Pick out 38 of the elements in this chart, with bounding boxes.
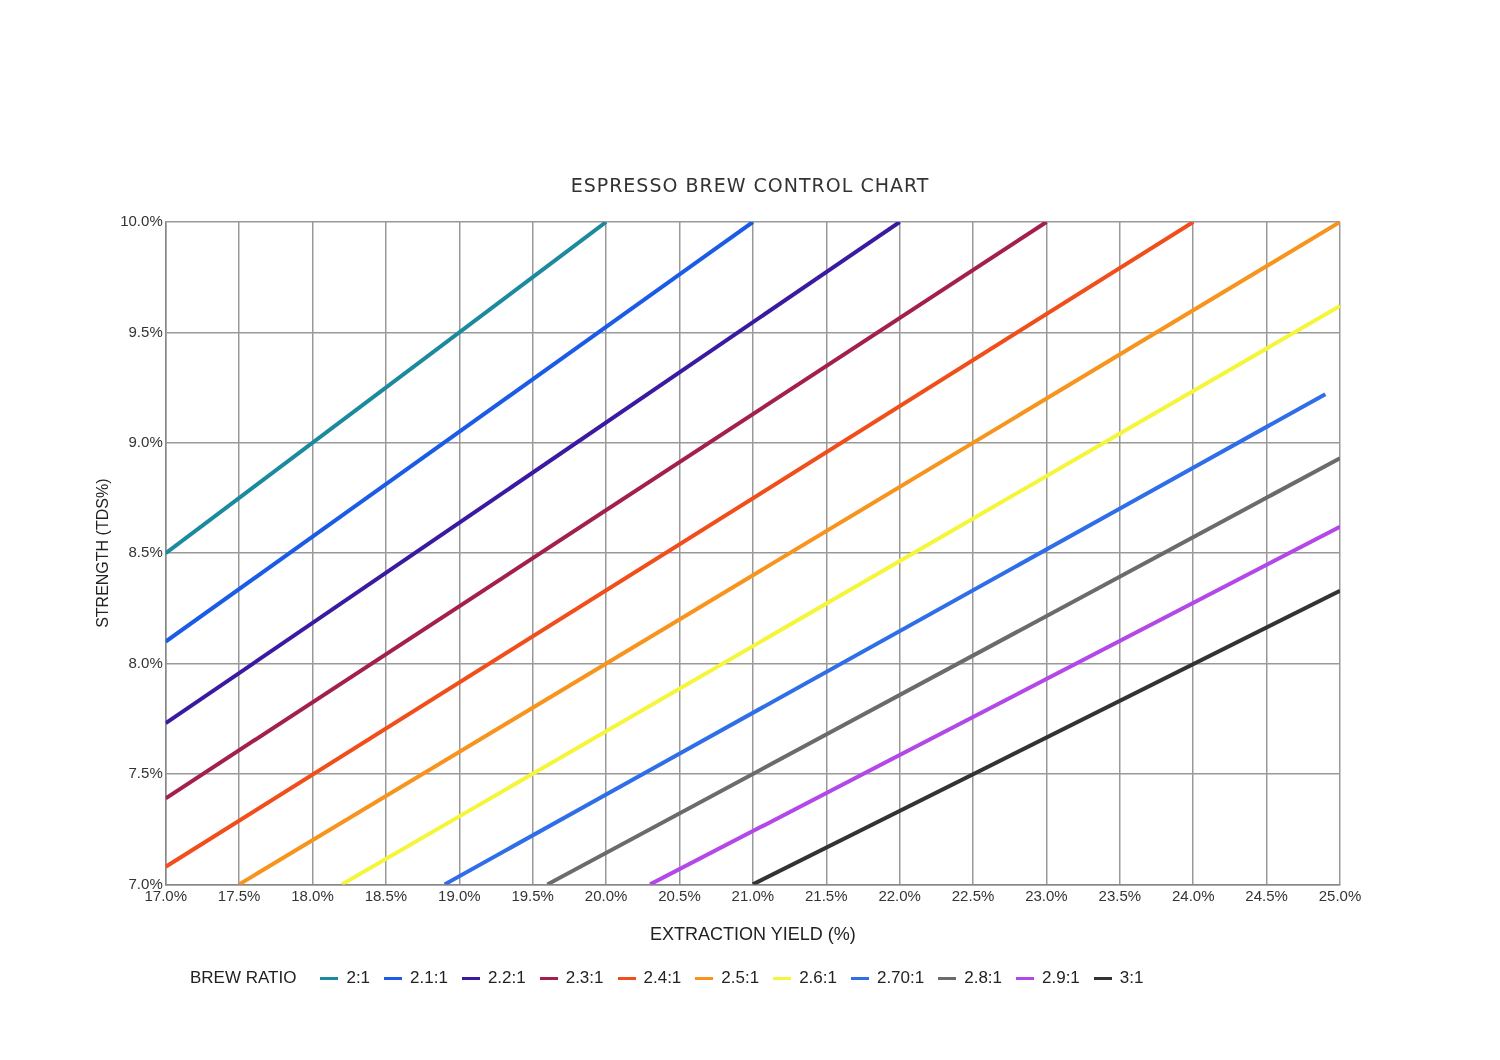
legend-label: 2.2:1 (487, 968, 526, 988)
legend-label: 2.6:1 (799, 968, 837, 988)
legend-label: 2.8:1 (964, 968, 1003, 988)
x-tick-label: 20.0% (584, 886, 628, 904)
legend-label: 2.5:1 (721, 968, 760, 988)
x-tick-label: 25.0% (1318, 886, 1362, 904)
legend-title: BREW RATIO (190, 968, 297, 988)
x-axis-title: EXTRACTION YIELD (%) (650, 924, 856, 945)
x-tick-label: 22.0% (878, 886, 921, 904)
legend-label: 2:1 (346, 968, 371, 988)
x-tick-label: 20.5% (658, 886, 701, 904)
legend-label: 2.70:1 (876, 968, 925, 988)
x-tick-label: 19.0% (438, 886, 481, 904)
y-tick-label: 9.0% (128, 432, 163, 450)
y-tick-label: 10.0% (120, 212, 163, 230)
legend-label: 2.9:1 (1042, 968, 1080, 988)
y-tick-label: 8.0% (128, 653, 163, 671)
x-tick-label: 24.5% (1245, 886, 1288, 904)
x-tick-label: 18.5% (364, 886, 408, 904)
y-tick-label: 9.5% (128, 322, 163, 340)
legend-label: 2.4:1 (643, 968, 682, 988)
x-tick-label: 23.0% (1025, 886, 1068, 904)
legend-label: 2.1:1 (410, 968, 448, 988)
x-tick-label: 18.0% (291, 886, 334, 904)
x-tick-label: 21.0% (731, 886, 775, 904)
legend-label: 2.3:1 (565, 968, 604, 988)
y-tick-label: 7.5% (128, 764, 163, 782)
x-tick-label: 17.5% (217, 886, 261, 904)
x-tick-label: 22.5% (951, 886, 995, 904)
legend-label: 3:1 (1119, 968, 1144, 988)
x-tick-label: 21.5% (804, 886, 848, 904)
x-tick-label: 24.0% (1171, 886, 1215, 904)
x-tick-label: 23.5% (1098, 886, 1142, 904)
y-tick-label: 7.0% (128, 874, 163, 892)
chart-title: ESPRESSO BREW CONTROL CHART (569, 174, 931, 196)
y-tick-label: 8.5% (128, 543, 163, 561)
x-tick-label: 19.5% (511, 886, 554, 904)
y-axis-title: STRENGTH (TDS%) (94, 478, 112, 628)
